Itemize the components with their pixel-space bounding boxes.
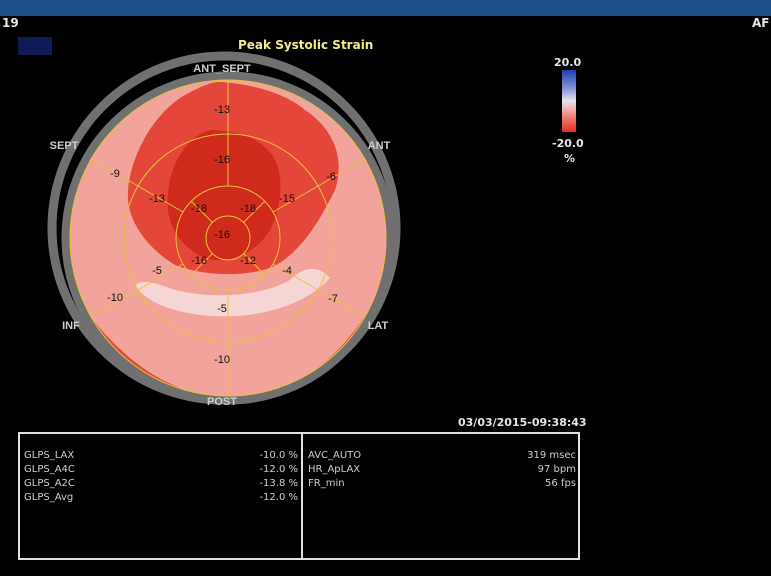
view-indicator [18,37,52,55]
segment-value-mid-4: -5 [217,303,227,315]
table-divider [301,434,303,558]
timestamp: 03/03/2015-09:38:43 [458,416,587,429]
segment-value-basal-6: -9 [110,168,120,180]
segment-value-apical-4: -16 [191,255,207,267]
wall-label-lat: LAT [368,320,389,332]
corner-indicator: AF [752,16,770,30]
glps-value: -13.8 % [259,478,298,489]
segment-value-apex: -16 [214,229,230,241]
segment-value-mid-3: -4 [282,265,292,277]
inner-ring [61,71,395,405]
segment-value-basal-3: -7 [328,293,338,305]
timing-value: 56 fps [545,478,576,489]
glps-value: -10.0 % [259,450,298,461]
segment-value-basal-4: -10 [214,354,230,366]
glps-value: -12.0 % [259,492,298,503]
wall-label-ant-sept: ANT_SEPT [193,63,251,75]
segment-value-mid-1: -16 [214,154,230,166]
glps-label: GLPS_A4C [24,464,75,475]
timing-label: HR_ApLAX [308,464,361,475]
scale-max-label: 20.0 [554,56,582,69]
wall-label-post: POST [207,396,237,408]
segment-value-mid-5: -5 [152,265,162,277]
segment-grid [69,79,387,397]
timing-value: 319 msec [527,450,576,461]
glps-label: GLPS_Avg [24,492,74,503]
scale-unit-label: % [564,152,576,165]
plot-title: Peak Systolic Strain [238,38,374,52]
measurements-table: GLPS_LAX -10.0 % GLPS_A4C -12.0 % GLPS_A… [18,432,580,560]
segment-value-basal-2: -6 [326,171,336,183]
segment-value-mid-6: -13 [149,193,165,205]
top-status-bar [0,0,771,16]
scale-min-label: -20.0 [552,137,584,150]
wall-label-inf: INF [62,320,80,332]
wall-label-sept: SEPT [50,140,79,152]
glps-label: GLPS_A2C [24,478,75,489]
segment-value-mid-2: -15 [279,193,295,205]
frame-number: 19 [2,16,19,30]
timing-label: FR_min [308,478,345,489]
strain-colorbar [562,70,576,132]
segment-value-apical-3: -12 [240,255,256,267]
segment-value-basal-1: -13 [214,104,230,116]
wall-label-ant: ANT [368,140,391,152]
glps-value: -12.0 % [259,464,298,475]
timing-label: AVC_AUTO [308,450,362,461]
segment-value-basal-5: -10 [107,292,123,304]
segment-value-apical-1: -18 [191,203,207,215]
segment-value-apical-2: -18 [240,203,256,215]
timing-value: 97 bpm [537,464,576,475]
glps-label: GLPS_LAX [24,450,75,461]
